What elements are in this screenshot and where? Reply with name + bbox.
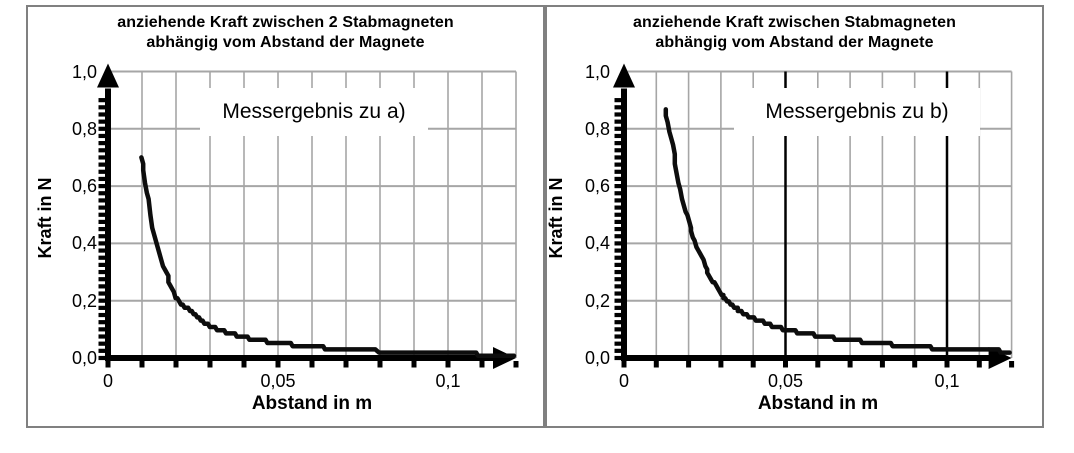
chart-b-title: anziehende Kraft zwischen Stabmagneten a… bbox=[547, 13, 1042, 53]
x-tick-label: 0,05 bbox=[260, 371, 296, 391]
x-tick-label: 0,1 bbox=[934, 371, 960, 391]
chart-a-annotation: Messergebnis zu a) bbox=[222, 100, 406, 123]
plot-area-b bbox=[613, 63, 1015, 369]
y-tick-label: 0,8 bbox=[584, 118, 610, 139]
y-tick-label: 0,6 bbox=[71, 176, 97, 197]
chart-a-title-line2: abhängig vom Abstand der Magnete bbox=[146, 34, 425, 51]
chart-panel-b: anziehende Kraft zwischen Stabmagneten a… bbox=[545, 5, 1044, 428]
chart-panel-a: anziehende Kraft zwischen 2 Stabmagneten… bbox=[26, 5, 545, 428]
chart-b-title-line1: anziehende Kraft zwischen Stabmagneten bbox=[633, 14, 956, 31]
y-tick-label: 0,6 bbox=[584, 176, 610, 197]
y-tick-label: 0,2 bbox=[584, 290, 610, 311]
plot-area-a bbox=[97, 63, 519, 369]
x-tick-label: 0 bbox=[102, 371, 113, 391]
x-tick-label: 0 bbox=[618, 371, 629, 391]
chart-b-x-axis-title: Abstand in m bbox=[757, 393, 879, 414]
chart-a-x-axis-title: Abstand in m bbox=[251, 393, 373, 414]
y-tick-label: 1,0 bbox=[584, 61, 610, 82]
data-curve bbox=[139, 155, 517, 359]
y-tick-label: 0,0 bbox=[584, 348, 610, 368]
y-axis-arrow bbox=[97, 63, 119, 88]
annotation-background bbox=[200, 88, 428, 136]
chart-b-title-line2: abhängig vom Abstand der Magnete bbox=[655, 34, 934, 51]
x-tick-label: 0,05 bbox=[767, 371, 804, 391]
x-axis-arrow bbox=[988, 347, 1012, 369]
y-tick-label: 0,0 bbox=[71, 348, 97, 368]
y-tick-label: 0,8 bbox=[71, 118, 97, 139]
y-axis-arrow bbox=[613, 63, 635, 88]
y-tick-label: 0,4 bbox=[71, 233, 97, 254]
y-tick-label: 1,0 bbox=[71, 61, 97, 82]
chart-a-title-line1: anziehende Kraft zwischen 2 Stabmagneten bbox=[117, 14, 454, 31]
y-tick-label: 0,2 bbox=[71, 290, 97, 311]
annotation-background bbox=[734, 88, 980, 136]
chart-b-annotation: Messergebnis zu b) bbox=[765, 100, 949, 123]
data-curve bbox=[663, 107, 1012, 355]
chart-a-title: anziehende Kraft zwischen 2 Stabmagneten… bbox=[28, 13, 543, 53]
x-tick-label: 0,1 bbox=[435, 371, 461, 391]
y-tick-label: 0,4 bbox=[584, 233, 610, 254]
